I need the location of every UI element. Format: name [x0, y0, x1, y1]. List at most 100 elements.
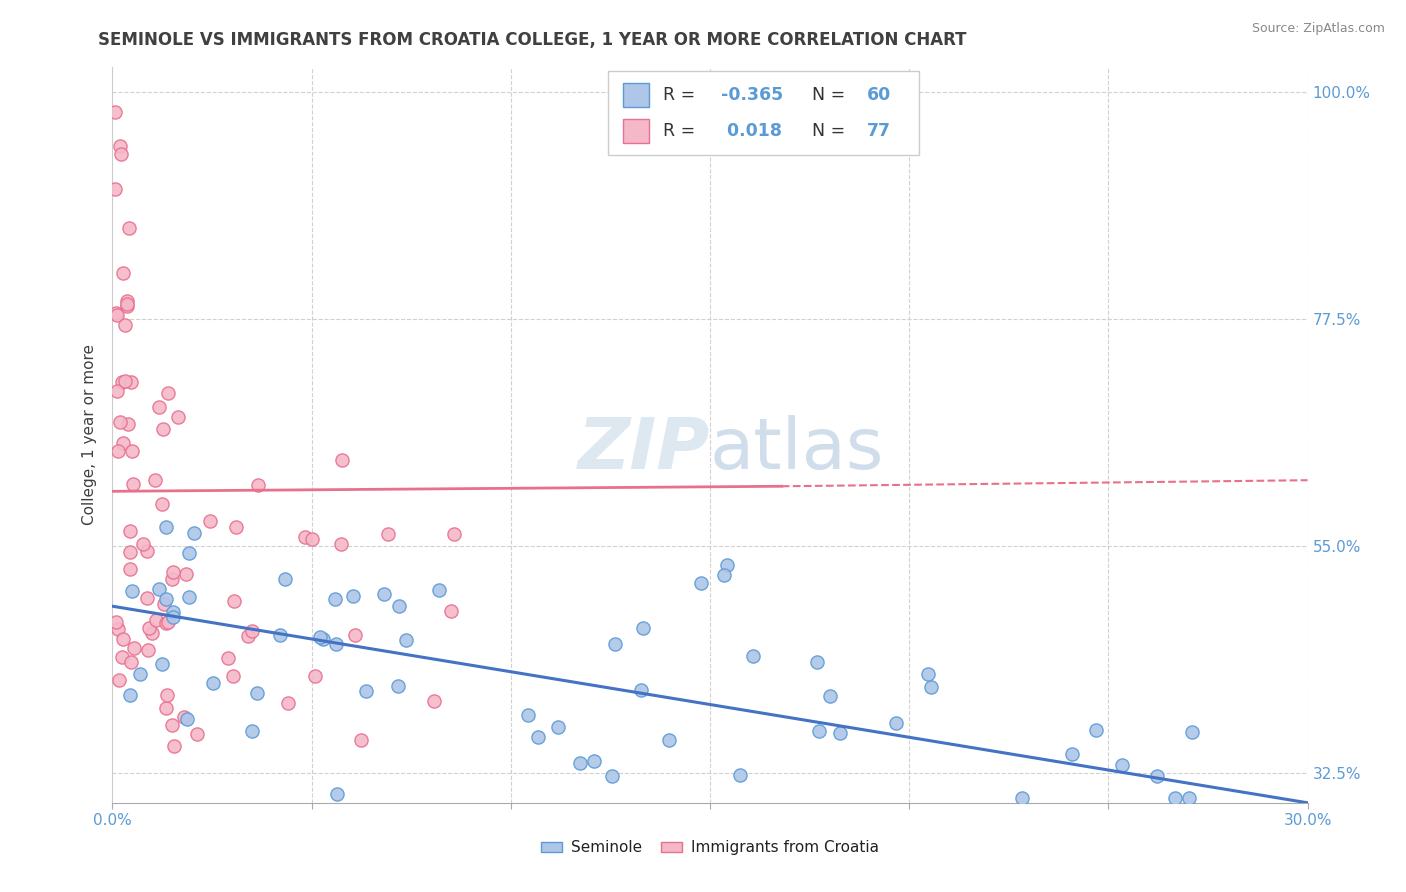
Point [108, 673, 131, 688]
Text: Source: ZipAtlas.com: Source: ZipAtlas.com [1251, 22, 1385, 36]
Point [105, 306, 128, 320]
Point [716, 558, 738, 573]
Point [186, 727, 208, 741]
Point [818, 689, 841, 703]
Point [104, 615, 127, 629]
Point [304, 669, 326, 683]
Point [388, 599, 411, 613]
Text: R =: R = [664, 86, 702, 103]
Point [121, 444, 143, 458]
Point [176, 713, 198, 727]
Text: 60: 60 [866, 86, 891, 103]
Point [689, 576, 711, 591]
Point [108, 415, 131, 429]
Point [325, 637, 347, 651]
Point [920, 681, 942, 695]
Point [166, 410, 188, 425]
Text: R =: R = [664, 122, 702, 140]
Point [443, 526, 465, 541]
Point [246, 478, 269, 492]
Point [221, 668, 243, 682]
Point [1011, 790, 1033, 805]
Point [129, 667, 152, 681]
Point [118, 562, 141, 576]
FancyBboxPatch shape [609, 70, 920, 155]
Point [111, 375, 134, 389]
Point [1060, 747, 1083, 761]
Text: N =: N = [801, 86, 851, 103]
Point [1111, 757, 1133, 772]
Point [148, 582, 170, 597]
Point [115, 293, 138, 308]
Point [145, 473, 167, 487]
Point [162, 718, 184, 732]
Point [174, 567, 197, 582]
Point [121, 583, 143, 598]
Point [427, 582, 450, 597]
Point [198, 514, 221, 528]
Point [240, 624, 263, 639]
Point [135, 591, 157, 605]
Point [105, 308, 128, 322]
Point [150, 497, 173, 511]
Point [153, 597, 176, 611]
Point [160, 572, 183, 586]
Point [155, 615, 177, 630]
Point [354, 684, 377, 698]
Point [583, 755, 606, 769]
Point [633, 621, 655, 635]
Point [120, 688, 142, 702]
Point [117, 417, 139, 431]
Point [162, 605, 184, 619]
Point [110, 147, 132, 161]
Point [246, 685, 269, 699]
Point [111, 632, 134, 646]
Point [114, 318, 136, 333]
Point [217, 651, 239, 665]
Point [120, 376, 142, 390]
Point [141, 626, 163, 640]
Point [118, 545, 141, 559]
Point [1181, 724, 1204, 739]
Point [111, 649, 134, 664]
Point [630, 682, 652, 697]
Point [156, 385, 179, 400]
Point [225, 520, 247, 534]
Point [145, 613, 167, 627]
Point [440, 604, 463, 618]
Point [107, 384, 129, 398]
Point [373, 587, 395, 601]
Point [136, 543, 159, 558]
Point [917, 667, 939, 681]
Point [1164, 790, 1187, 805]
Point [828, 726, 851, 740]
Text: 77: 77 [866, 122, 890, 140]
Point [162, 566, 184, 580]
Y-axis label: College, 1 year or more: College, 1 year or more [82, 344, 97, 525]
Point [238, 629, 260, 643]
Point [240, 723, 263, 738]
Point [152, 422, 174, 436]
Point [603, 637, 626, 651]
Point [395, 632, 418, 647]
Point [162, 739, 184, 753]
Point [150, 657, 173, 671]
Point [269, 628, 291, 642]
Point [115, 297, 138, 311]
Point [120, 655, 142, 669]
Point [344, 628, 367, 642]
Text: ZIP: ZIP [578, 415, 710, 484]
Point [527, 730, 550, 744]
Point [122, 477, 145, 491]
Text: N =: N = [801, 122, 851, 140]
Point [884, 715, 907, 730]
Point [107, 622, 129, 636]
Point [377, 526, 399, 541]
Point [600, 769, 623, 783]
Point [104, 182, 127, 196]
Point [517, 708, 540, 723]
Point [1146, 769, 1168, 783]
Text: atlas: atlas [710, 415, 884, 484]
Point [1085, 723, 1108, 737]
Point [156, 615, 179, 630]
